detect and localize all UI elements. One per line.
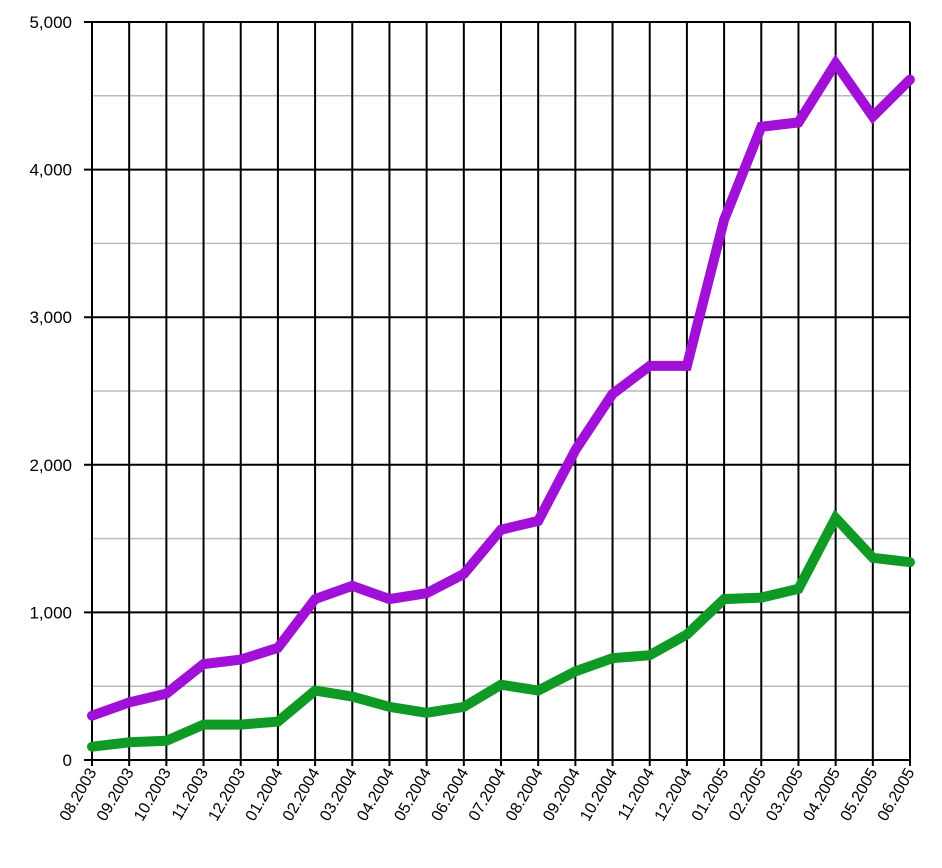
y-tick-label: 5,000 — [29, 13, 72, 32]
y-tick-label: 0 — [63, 751, 72, 770]
vertical-gridlines — [91, 22, 911, 766]
y-axis-tick-labels: 0 1,000 2,000 3,000 4,000 5,000 — [29, 13, 72, 770]
y-tick-label: 3,000 — [29, 308, 72, 327]
y-tick-label: 4,000 — [29, 161, 72, 180]
series-line-2 — [87, 509, 915, 752]
major-gridlines — [84, 21, 910, 761]
x-axis-tick-labels: 08.200309.200310.200311.200312.200301.20… — [57, 765, 919, 824]
series-line-1 — [87, 54, 915, 721]
x-tick-label: 06.2005 — [875, 765, 919, 824]
y-tick-label: 2,000 — [29, 456, 72, 475]
y-tick-label: 1,000 — [29, 603, 72, 622]
series-lines — [87, 54, 915, 752]
